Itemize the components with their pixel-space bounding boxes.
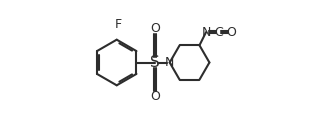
Text: N: N (202, 26, 211, 39)
Text: F: F (115, 18, 122, 31)
Text: O: O (150, 22, 160, 35)
Text: C: C (214, 26, 223, 39)
Text: O: O (226, 26, 236, 39)
Text: O: O (150, 90, 160, 103)
Text: S: S (150, 55, 160, 70)
Text: N: N (165, 56, 174, 69)
